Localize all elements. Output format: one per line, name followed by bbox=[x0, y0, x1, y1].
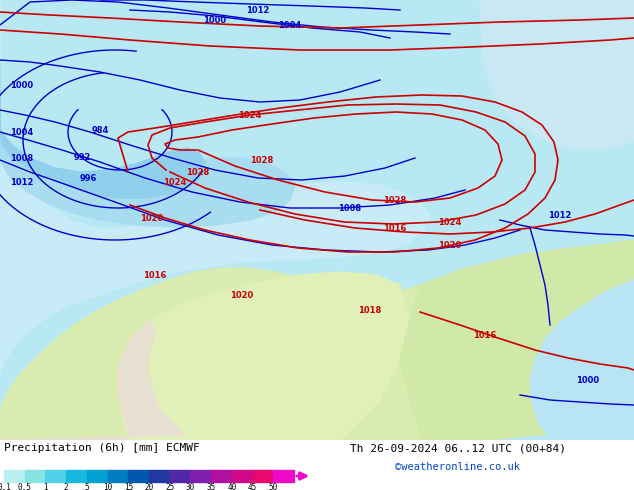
Text: 40: 40 bbox=[227, 483, 236, 490]
Text: 1000: 1000 bbox=[204, 16, 226, 24]
Text: 30: 30 bbox=[186, 483, 195, 490]
Polygon shape bbox=[118, 272, 410, 440]
Text: 996: 996 bbox=[79, 173, 97, 182]
Text: 10: 10 bbox=[103, 483, 112, 490]
Bar bbox=[4, 470, 25, 482]
Text: 1012: 1012 bbox=[247, 5, 269, 15]
Text: Th 26-09-2024 06..12 UTC (00+84): Th 26-09-2024 06..12 UTC (00+84) bbox=[350, 443, 566, 453]
Polygon shape bbox=[0, 320, 185, 440]
Polygon shape bbox=[0, 60, 295, 227]
Text: 992: 992 bbox=[74, 152, 91, 162]
Text: 1016: 1016 bbox=[474, 330, 496, 340]
Polygon shape bbox=[480, 0, 634, 150]
Text: 1016: 1016 bbox=[143, 270, 167, 279]
Text: 15: 15 bbox=[124, 483, 133, 490]
Text: 1: 1 bbox=[43, 483, 48, 490]
Polygon shape bbox=[400, 240, 634, 440]
Text: 2: 2 bbox=[64, 483, 68, 490]
Bar bbox=[66, 470, 87, 482]
Text: 1016: 1016 bbox=[384, 223, 406, 232]
Text: 1024: 1024 bbox=[164, 177, 186, 187]
Text: 1004: 1004 bbox=[10, 127, 34, 137]
Text: 1028: 1028 bbox=[186, 168, 210, 176]
Text: 1020: 1020 bbox=[438, 241, 462, 249]
Bar bbox=[273, 470, 294, 482]
Text: 1018: 1018 bbox=[358, 305, 382, 315]
Text: 1000: 1000 bbox=[10, 80, 34, 90]
Polygon shape bbox=[0, 90, 205, 198]
Text: 35: 35 bbox=[207, 483, 216, 490]
Bar bbox=[170, 470, 190, 482]
Text: 1020: 1020 bbox=[140, 214, 164, 222]
Polygon shape bbox=[0, 240, 634, 440]
Polygon shape bbox=[500, 280, 634, 440]
Text: 1020: 1020 bbox=[230, 291, 254, 299]
Text: 1008: 1008 bbox=[339, 203, 361, 213]
Bar bbox=[252, 470, 273, 482]
Text: 20: 20 bbox=[145, 483, 153, 490]
Text: 0.5: 0.5 bbox=[18, 483, 32, 490]
Text: 1012: 1012 bbox=[10, 177, 34, 187]
Text: 1028: 1028 bbox=[250, 155, 274, 165]
Bar bbox=[211, 470, 232, 482]
Text: 1012: 1012 bbox=[548, 211, 572, 220]
Bar bbox=[232, 470, 252, 482]
Text: Precipitation (6h) [mm] ECMWF: Precipitation (6h) [mm] ECMWF bbox=[4, 443, 200, 453]
Bar bbox=[108, 470, 128, 482]
Text: ©weatheronline.co.uk: ©weatheronline.co.uk bbox=[395, 462, 520, 472]
Text: 0.1: 0.1 bbox=[0, 483, 11, 490]
Text: 1028: 1028 bbox=[384, 196, 406, 204]
Bar bbox=[128, 470, 149, 482]
Bar bbox=[25, 470, 46, 482]
Text: 1008: 1008 bbox=[10, 153, 34, 163]
Bar bbox=[190, 470, 211, 482]
Bar bbox=[149, 470, 170, 482]
Text: 1000: 1000 bbox=[576, 375, 600, 385]
Text: 984: 984 bbox=[91, 125, 108, 134]
Text: 25: 25 bbox=[165, 483, 174, 490]
Text: 50: 50 bbox=[269, 483, 278, 490]
Text: 1024: 1024 bbox=[438, 218, 462, 226]
Text: 1004: 1004 bbox=[278, 21, 302, 29]
Text: 45: 45 bbox=[248, 483, 257, 490]
Bar bbox=[87, 470, 108, 482]
Text: 5: 5 bbox=[84, 483, 89, 490]
Polygon shape bbox=[0, 0, 430, 375]
Text: 1024: 1024 bbox=[238, 111, 262, 120]
Bar bbox=[46, 470, 66, 482]
